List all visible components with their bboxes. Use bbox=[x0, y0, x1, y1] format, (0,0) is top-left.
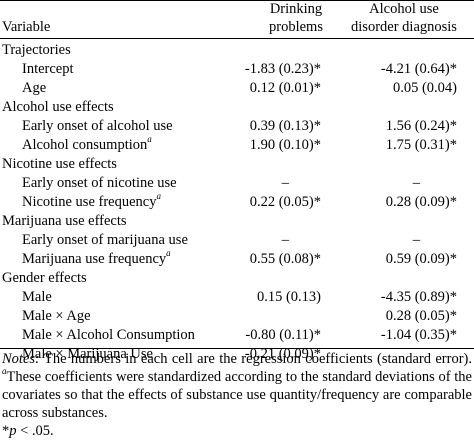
notes-text-1: The numbers in each cell are the regress… bbox=[39, 351, 472, 367]
header-variable: Variable bbox=[2, 19, 51, 35]
table-row: Age 0.12 (0.01)* 0.05 (0.04) bbox=[0, 79, 474, 97]
header-col2-line1: Alcohol use bbox=[369, 1, 439, 17]
section-row: Trajectories bbox=[0, 41, 474, 59]
section-label: Alcohol use effects bbox=[2, 99, 114, 115]
section-row: Alcohol use effects bbox=[0, 98, 474, 116]
drinking-problems-value: -1.83 (0.23)* bbox=[244, 61, 321, 77]
aud-diagnosis-value: -4.21 (0.64)* bbox=[380, 61, 457, 77]
section-row: Marijuana use effects bbox=[0, 212, 474, 230]
table-row: Early onset of marijuana use – – bbox=[0, 231, 474, 249]
drinking-problems-value: 0.55 (0.08)* bbox=[249, 251, 321, 267]
aud-diagnosis-value: 0.05 (0.04) bbox=[392, 80, 457, 96]
row-label: Early onset of alcohol use bbox=[22, 118, 173, 134]
header-col1-line1: Drinking bbox=[269, 1, 323, 17]
aud-diagnosis-value: 1.56 (0.24)* bbox=[385, 118, 457, 134]
row-label: Early onset of nicotine use bbox=[22, 175, 177, 191]
row-label: Male × Age bbox=[22, 308, 91, 324]
drinking-problems-value: 0.39 (0.13)* bbox=[249, 118, 321, 134]
table-notes: Notes: The numbers in each cell are the … bbox=[2, 350, 472, 440]
notes-label: Notes: bbox=[2, 351, 40, 367]
aud-diagnosis-value: – bbox=[412, 175, 420, 191]
drinking-problems-value: – bbox=[281, 232, 289, 248]
header-drinking-problems: Drinking problems bbox=[246, 0, 346, 36]
notes-text-2: These coefficients were standardized acc… bbox=[2, 369, 472, 421]
header-rule bbox=[0, 38, 474, 39]
row-label: Male × Alcohol Consumption bbox=[22, 327, 195, 343]
section-row: Nicotine use effects bbox=[0, 155, 474, 173]
table-row: Intercept -1.83 (0.23)* -4.21 (0.64)* bbox=[0, 60, 474, 78]
bottom-rule bbox=[0, 348, 474, 349]
top-rule bbox=[0, 0, 474, 1]
drinking-problems-value: -0.21 (0.09)* bbox=[244, 346, 321, 362]
table-row: Male × Age 0.28 (0.05)* bbox=[0, 307, 474, 325]
aud-diagnosis-value: 0.28 (0.09)* bbox=[385, 194, 457, 210]
row-label: Age bbox=[22, 80, 47, 96]
header-col2-line2: disorder diagnosis bbox=[351, 19, 457, 35]
table-row: Nicotine use frequencya 0.22 (0.05)* 0.28 … bbox=[0, 191, 474, 211]
header-col1-line2: problems bbox=[269, 19, 323, 35]
row-label: Marijuana use frequencya bbox=[22, 248, 171, 267]
drinking-problems-value: 1.90 (0.10)* bbox=[249, 137, 321, 153]
aud-diagnosis-value: 0.28 (0.05)* bbox=[385, 308, 457, 324]
section-label: Gender effects bbox=[2, 270, 87, 286]
aud-diagnosis-value: 1.75 (0.31)* bbox=[385, 137, 457, 153]
drinking-problems-value: – bbox=[281, 175, 289, 191]
row-label: Nicotine use frequencya bbox=[22, 191, 161, 210]
drinking-problems-value: 0.12 (0.01)* bbox=[249, 80, 321, 96]
section-label: Trajectories bbox=[2, 42, 71, 58]
row-label-superscript: a bbox=[156, 191, 161, 202]
drinking-problems-value: 0.15 (0.13) bbox=[256, 289, 321, 305]
table-row: Male 0.15 (0.13) -4.35 (0.89)* bbox=[0, 288, 474, 306]
table-row: Early onset of alcohol use 0.39 (0.13)* 1.… bbox=[0, 117, 474, 135]
aud-diagnosis-value: -4.35 (0.89)* bbox=[380, 289, 457, 305]
notes-superscript: a bbox=[2, 366, 7, 377]
table-row: Marijuana use frequencya 0.55 (0.08)* 0.59… bbox=[0, 248, 474, 268]
drinking-problems-value: 0.22 (0.05)* bbox=[249, 194, 321, 210]
row-label: Early onset of marijuana use bbox=[22, 232, 188, 248]
drinking-problems-value: -0.80 (0.11)* bbox=[245, 327, 321, 343]
table-row: Male × Marijuana Use -0.21 (0.09)* bbox=[0, 345, 474, 363]
row-label: Intercept bbox=[22, 61, 74, 77]
section-label: Nicotine use effects bbox=[2, 156, 117, 172]
aud-diagnosis-value: – bbox=[412, 232, 420, 248]
header-alcohol-use-disorder: Alcohol use disorder diagnosis bbox=[334, 0, 474, 36]
aud-diagnosis-value: -1.04 (0.35)* bbox=[380, 327, 457, 343]
table-row: Early onset of nicotine use – – bbox=[0, 174, 474, 192]
row-label: Alcohol consumptiona bbox=[22, 134, 152, 153]
significance-note: *p < .05. bbox=[2, 423, 54, 439]
row-label-superscript: a bbox=[147, 134, 152, 145]
table-row: Male × Alcohol Consumption -0.80 (0.11)* -… bbox=[0, 326, 474, 344]
aud-diagnosis-value: 0.59 (0.09)* bbox=[385, 251, 457, 267]
table-row: Alcohol consumptiona 1.90 (0.10)* 1.75 (0.… bbox=[0, 134, 474, 154]
row-label: Male × Marijuana Use bbox=[22, 346, 153, 362]
row-label-superscript: a bbox=[166, 248, 171, 259]
section-label: Marijuana use effects bbox=[2, 213, 127, 229]
section-row: Gender effects bbox=[0, 269, 474, 287]
row-label: Male bbox=[22, 289, 52, 305]
